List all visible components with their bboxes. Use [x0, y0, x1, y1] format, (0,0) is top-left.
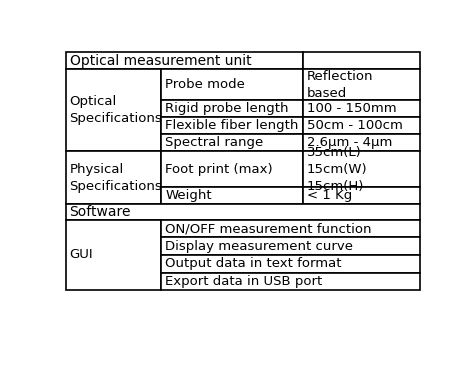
Text: 50cm - 100cm: 50cm - 100cm — [307, 119, 403, 132]
Bar — [303, 187, 420, 204]
Bar — [162, 273, 420, 290]
Text: Rigid probe length: Rigid probe length — [165, 102, 289, 115]
Bar — [162, 117, 303, 134]
Bar — [162, 187, 303, 204]
Text: 35cm(L)
15cm(W)
15cm(H): 35cm(L) 15cm(W) 15cm(H) — [307, 146, 367, 193]
Bar — [66, 151, 162, 204]
Bar — [162, 70, 303, 100]
Bar — [66, 220, 162, 290]
Bar — [162, 100, 303, 117]
Text: Optical
Specifications: Optical Specifications — [70, 96, 162, 125]
Bar — [66, 204, 420, 220]
Bar — [162, 151, 303, 187]
Text: Physical
Specifications: Physical Specifications — [70, 163, 162, 193]
Text: ON/OFF measurement function: ON/OFF measurement function — [165, 222, 372, 235]
Text: Display measurement curve: Display measurement curve — [165, 240, 353, 253]
Bar — [162, 255, 420, 273]
Bar — [303, 151, 420, 187]
Text: Optical measurement unit: Optical measurement unit — [70, 54, 251, 68]
Bar — [303, 70, 420, 100]
Text: Output data in text format: Output data in text format — [165, 257, 342, 270]
Text: Probe mode: Probe mode — [165, 78, 245, 91]
Bar — [162, 237, 420, 255]
Bar — [66, 70, 162, 151]
Text: < 1 Kg: < 1 Kg — [307, 189, 352, 202]
Bar — [66, 52, 303, 70]
Bar — [303, 117, 420, 134]
Text: 100 - 150mm: 100 - 150mm — [307, 102, 396, 115]
Bar — [162, 220, 420, 237]
Text: Software: Software — [70, 205, 131, 219]
Bar — [303, 100, 420, 117]
Text: Weight: Weight — [165, 189, 212, 202]
Bar — [162, 134, 303, 151]
Text: Foot print (max): Foot print (max) — [165, 163, 273, 176]
Bar — [303, 52, 420, 70]
Text: Spectral range: Spectral range — [165, 136, 264, 149]
Text: Export data in USB port: Export data in USB port — [165, 275, 322, 288]
Text: GUI: GUI — [70, 248, 93, 261]
Text: Reflection
based: Reflection based — [307, 70, 374, 100]
Bar — [303, 134, 420, 151]
Text: Flexible fiber length: Flexible fiber length — [165, 119, 299, 132]
Text: 2.6μm - 4μm: 2.6μm - 4μm — [307, 136, 392, 149]
